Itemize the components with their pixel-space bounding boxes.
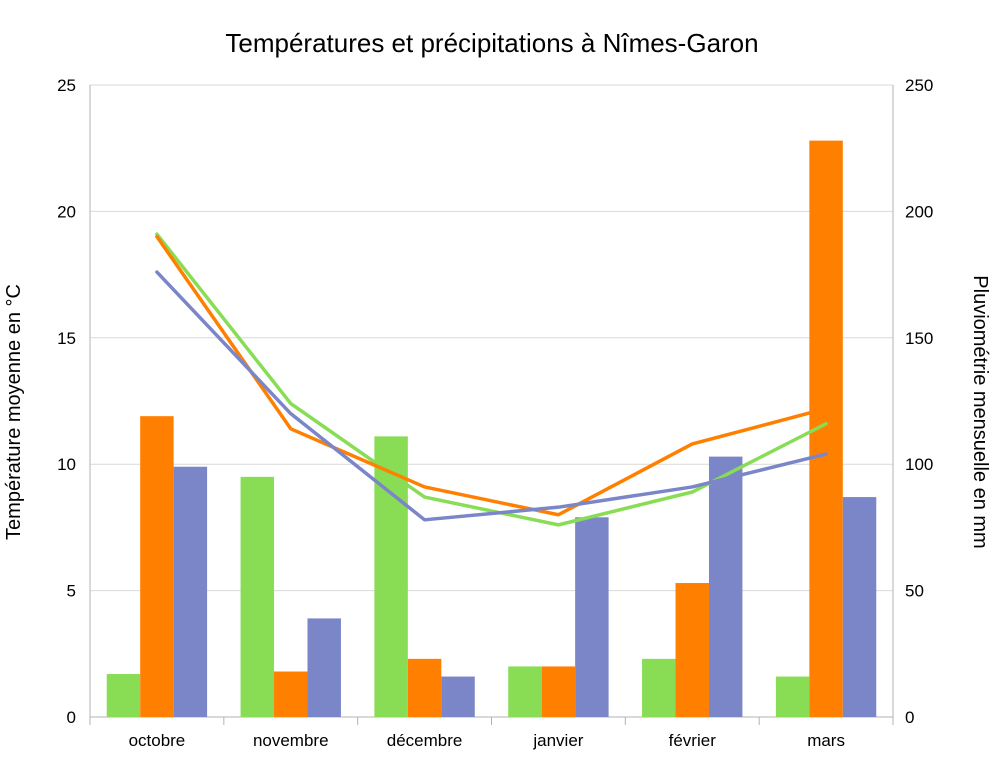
bar-series-2-décembre <box>407 658 442 717</box>
x-tick-label: octobre <box>129 731 186 750</box>
y-right-tick-label: 250 <box>905 76 933 95</box>
y-left-tick-label: 15 <box>57 329 76 348</box>
bar-series-3-décembre <box>441 676 475 717</box>
bar-series-2-janvier <box>541 666 576 717</box>
y-left-tick-label: 5 <box>67 582 76 601</box>
y-right-tick-label: 100 <box>905 455 933 474</box>
y-axis-right-title: Pluviométrie mensuelle en mm <box>969 275 991 548</box>
y-right-tick-label: 0 <box>905 708 914 727</box>
y-right-tick-label: 150 <box>905 329 933 348</box>
lines <box>155 232 828 527</box>
grid <box>89 84 894 725</box>
bar-series-1-octobre <box>106 674 141 717</box>
y-left-tick-label: 25 <box>57 76 76 95</box>
y-right-tick-label: 200 <box>905 202 933 221</box>
line-series-3 <box>155 270 828 522</box>
bar-series-1-février <box>642 658 676 717</box>
bar-series-3-novembre <box>307 618 341 717</box>
y-left-tick-label: 20 <box>57 202 76 221</box>
bar-series-2-février <box>675 583 709 717</box>
bar-series-3-octobre <box>173 466 208 717</box>
bar-series-2-novembre <box>274 671 308 717</box>
bar-series-3-mars <box>842 497 877 717</box>
bar-series-1-janvier <box>508 666 542 717</box>
bar-series-3-février <box>708 456 743 717</box>
bar-series-3-janvier <box>575 517 609 717</box>
bar-series-2-octobre <box>140 416 174 717</box>
x-tick-label: janvier <box>532 731 583 750</box>
bar-series-1-mars <box>775 676 810 717</box>
line-series-2 <box>155 234 828 517</box>
chart-title: Températures et précipitations à Nîmes-G… <box>225 28 758 58</box>
x-tick-label: février <box>669 731 717 750</box>
x-tick-label: mars <box>807 731 845 750</box>
y-left-tick-label: 10 <box>57 455 76 474</box>
y-right-tick-label: 50 <box>905 582 924 601</box>
y-left-tick-label: 0 <box>67 708 76 727</box>
bars <box>106 140 877 718</box>
x-tick-label: novembre <box>253 731 329 750</box>
x-tick-label: décembre <box>387 731 463 750</box>
y-axis-left-title: Température moyenne en °C <box>3 284 25 540</box>
bar-series-1-novembre <box>240 476 275 717</box>
